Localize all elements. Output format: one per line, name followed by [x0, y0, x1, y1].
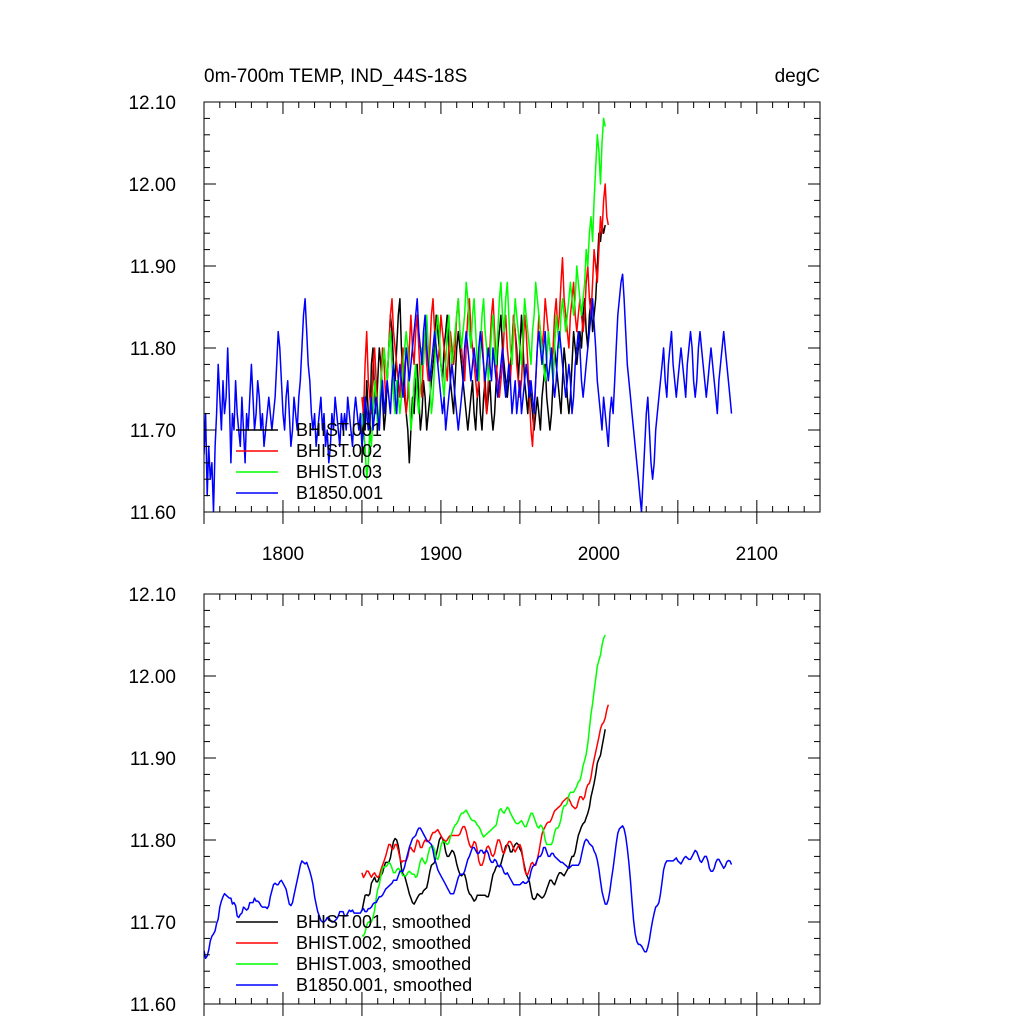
top-xtick-label: 2000: [578, 544, 620, 565]
top-ytick-label: 11.60: [130, 503, 176, 524]
top-panel-title: 0m-700m TEMP, IND_44S-18S: [204, 66, 467, 87]
bottom-panel-frame: [203, 593, 821, 1005]
bottom-series-bhist-002-smoothed: [361, 704, 610, 879]
top-panel-frame: [203, 101, 821, 513]
top-panel-units: degC: [775, 66, 820, 87]
bottom-ytick-label: 11.80: [130, 831, 176, 852]
legend-label: BHIST.003, smoothed: [296, 954, 471, 974]
legend-label: B1850.001, smoothed: [296, 975, 472, 995]
bottom-series-bhist-003-smoothed: [361, 634, 606, 937]
top-ytick-label: 12.00: [128, 175, 176, 196]
legend-label: BHIST.001, smoothed: [296, 912, 471, 932]
legend-label: BHIST.002: [296, 441, 382, 461]
legend-label: BHIST.001: [296, 420, 382, 440]
bottom-ytick-label: 11.70: [130, 913, 176, 934]
bottom-series-bhist-001-smoothed: [361, 729, 606, 912]
top-xtick-label: 1800: [262, 544, 304, 565]
top-ytick-label: 12.10: [128, 93, 176, 114]
top-xtick-label: 2100: [736, 544, 778, 565]
legend-label: BHIST.002, smoothed: [296, 933, 471, 953]
top-ytick-label: 11.70: [130, 421, 176, 442]
bottom-ytick-label: 12.10: [128, 585, 176, 606]
top-xtick-label: 1900: [420, 544, 462, 565]
bottom-series-b1850-001-smoothed: [204, 825, 733, 960]
bottom-ytick-label: 11.90: [130, 749, 176, 770]
top-series-bhist-003: [361, 117, 606, 480]
legend-label: BHIST.003: [296, 462, 382, 482]
top-panel: 0m-700m TEMP, IND_44S-18S degC 11.60 11.7…: [128, 66, 821, 565]
top-ytick-label: 11.80: [130, 339, 176, 360]
top-series-bhist-002: [361, 183, 610, 448]
top-series-b1850-001: [204, 273, 733, 512]
bottom-ytick-label: 11.60: [130, 995, 176, 1016]
legend-label: B1850.001: [296, 483, 383, 503]
bottom-ytick-label: 12.00: [128, 667, 176, 688]
top-ytick-label: 11.90: [130, 257, 176, 278]
bottom-panel: 11.60 11.70 11.80 11.90 12.00 12.10 BHIST.001…: [128, 585, 821, 1016]
